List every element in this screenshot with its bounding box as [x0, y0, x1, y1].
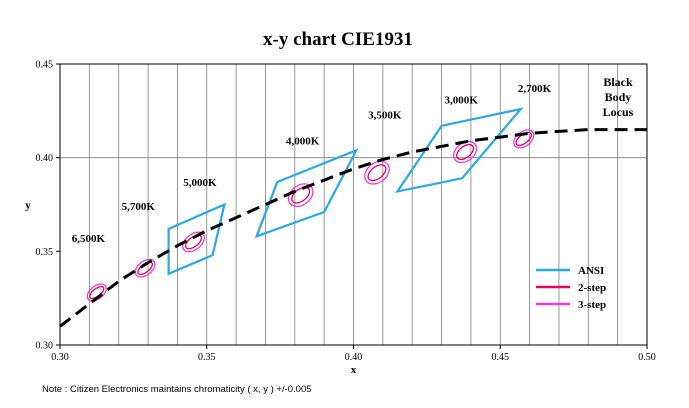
- ansi-quadrangle: [254, 148, 359, 239]
- macadam-ellipses: [86, 129, 535, 302]
- cct-label: 5,000K: [183, 177, 217, 189]
- x-tick-label: 0.40: [345, 352, 363, 363]
- black-body-locus: [59, 128, 647, 328]
- locus-label-line: Black: [603, 75, 633, 89]
- three-step-ellipse: [182, 231, 206, 253]
- legend: ANSI 2-step 3-step: [536, 265, 606, 311]
- black-body-locus-label: Black Body Locus: [603, 75, 634, 119]
- x-tick-label: 0.50: [638, 352, 656, 363]
- ellipse-pair: [364, 160, 390, 185]
- two-step-ellipse: [456, 143, 475, 161]
- cct-label: 6,500K: [72, 233, 106, 245]
- x-axis-label: x: [351, 364, 357, 376]
- legend-label: ANSI: [578, 265, 604, 277]
- y-tick-label: 0.30: [36, 341, 54, 352]
- ellipse-pair: [452, 140, 478, 164]
- axis-ticks: 0.30 0.35 0.40 0.45 0.50 0.30 0.35 0.40 0.45: [36, 60, 656, 364]
- y-tick-label: 0.40: [36, 153, 54, 164]
- cct-label: 3,500K: [368, 109, 402, 121]
- ellipse-pair: [86, 283, 107, 302]
- locus-label-line: Body: [605, 90, 632, 104]
- ansi-quadrangle: [167, 202, 226, 276]
- two-step-ellipse: [367, 164, 387, 182]
- cct-label: 4,000K: [286, 136, 320, 148]
- y-axis-label: y: [25, 200, 31, 212]
- three-step-ellipse: [134, 258, 156, 278]
- ellipse-pair: [134, 258, 156, 278]
- three-step-ellipse: [86, 283, 107, 302]
- ellipse-pair: [182, 231, 206, 253]
- ansi-quadrangles: [167, 107, 524, 276]
- two-step-ellipse: [184, 234, 203, 250]
- ansi-quadrangle: [395, 107, 524, 194]
- three-step-ellipse: [364, 160, 390, 185]
- legend-label: 3-step: [578, 299, 606, 311]
- x-tick-label: 0.30: [51, 352, 69, 363]
- three-step-ellipse: [513, 129, 535, 149]
- chromaticity-note: Note : Citizen Electronics maintains chr…: [42, 384, 312, 395]
- cct-label: 5,700K: [122, 201, 156, 213]
- y-tick-label: 0.35: [36, 247, 54, 258]
- cct-labels: 6,500K 5,700K 5,000K 4,000K 3,500K 3,000K 2,70…: [72, 83, 552, 245]
- ellipse-pair: [513, 129, 535, 149]
- three-step-ellipse: [452, 140, 478, 164]
- ellipse-pair: [287, 183, 314, 208]
- chart-title: x-y chart CIE1931: [263, 29, 413, 50]
- x-tick-label: 0.35: [198, 352, 216, 363]
- legend-label: 2-step: [578, 282, 606, 294]
- x-tick-label: 0.45: [492, 352, 510, 363]
- cct-label: 2,700K: [518, 83, 552, 95]
- grid: [60, 64, 647, 345]
- cct-label: 3,000K: [444, 94, 478, 106]
- three-step-ellipse: [287, 183, 314, 208]
- y-tick-label: 0.45: [36, 60, 54, 71]
- locus-label-line: Locus: [603, 105, 634, 119]
- two-step-ellipse: [291, 186, 311, 204]
